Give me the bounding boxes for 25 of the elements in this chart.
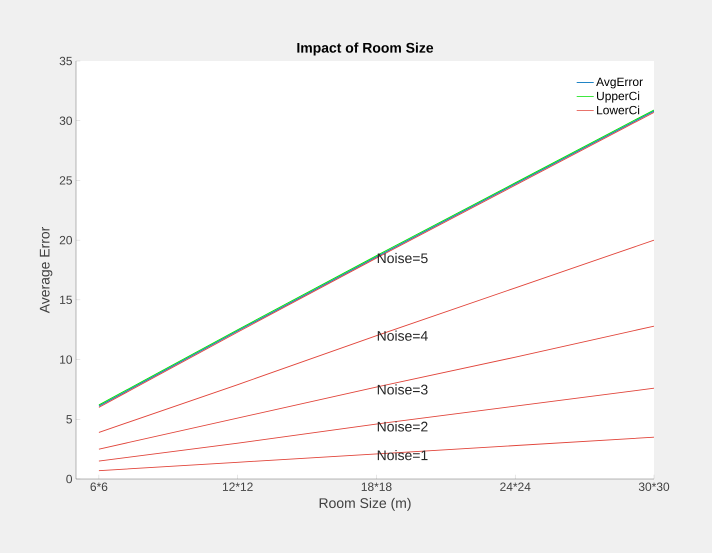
annotation: Noise=4 (378, 330, 428, 341)
x-tick-label: 24*24 (500, 482, 530, 491)
annotation: Noise=2 (378, 421, 428, 432)
line-series (98, 240, 654, 433)
annotation: Noise=5 (378, 252, 428, 264)
x-tick-label: 6*6 (90, 482, 108, 491)
legend-label: AvgError (596, 78, 643, 88)
legend-label: LowerCi (597, 106, 640, 114)
y-tick-label: 30 (60, 116, 72, 125)
chart-title: Impact of Room Size (297, 42, 434, 56)
annotation: Noise=3 (378, 384, 428, 395)
y-tick-label: 35 (60, 56, 72, 66)
legend-label: UpperCi (597, 91, 640, 103)
y-tick-label: 25 (60, 176, 72, 185)
y-tick-label: 5 (66, 415, 72, 424)
y-tick-label: 20 (60, 236, 72, 244)
annotation: Noise=1 (378, 450, 428, 460)
y-tick-label: 15 (60, 296, 72, 304)
y-tick-label: 0 (66, 474, 72, 484)
x-tick-label: 30*30 (638, 482, 670, 491)
y-axis-title: Average Error (40, 226, 52, 314)
x-tick-label: 12*12 (222, 482, 253, 491)
x-axis-title: Room Size (m) (320, 498, 411, 511)
y-tick-label: 10 (60, 355, 72, 364)
x-tick-label: 18*18 (362, 482, 392, 491)
